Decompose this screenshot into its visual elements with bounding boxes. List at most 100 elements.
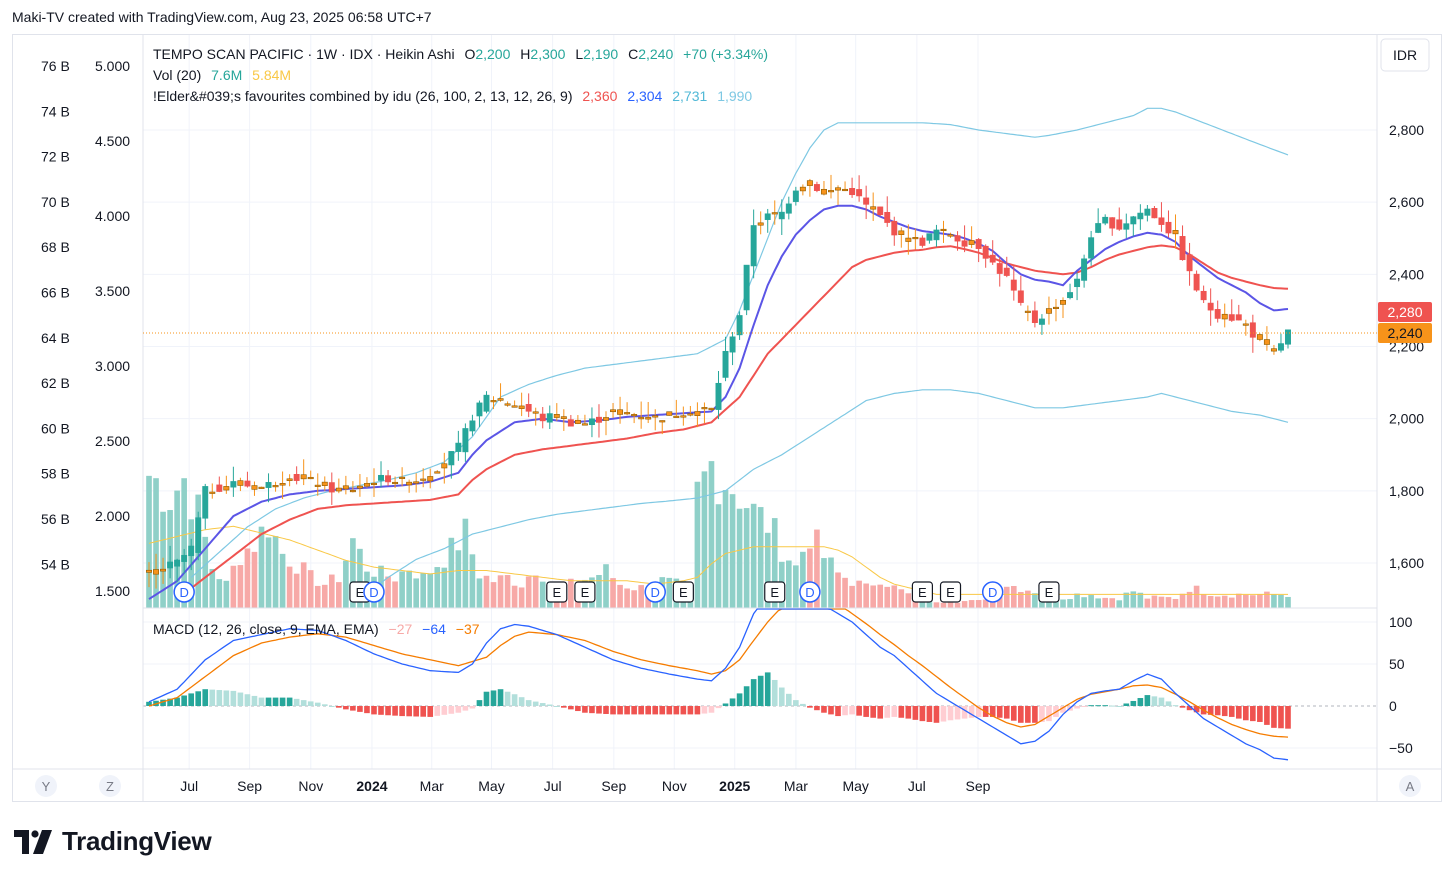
- volume-bar: [603, 564, 609, 608]
- dividend-marker: [363, 581, 385, 603]
- candle-body: [715, 382, 722, 410]
- volume-bar: [511, 585, 518, 608]
- candle-body: [729, 336, 736, 353]
- legend-change: +70 (+3.34%): [683, 46, 768, 62]
- macd-histogram-bar: [771, 679, 778, 706]
- candle-body: [244, 480, 251, 487]
- candle-body: [624, 412, 631, 415]
- macd-histogram-bar: [357, 706, 363, 712]
- volume-bar: [1264, 591, 1270, 608]
- candle-body: [1200, 290, 1207, 301]
- volume-bar: [251, 551, 258, 608]
- volume-bar: [666, 577, 673, 608]
- candle-body: [736, 315, 743, 336]
- price-badge-upper-text: 2,280: [1387, 304, 1422, 320]
- volume-bar: [863, 583, 869, 608]
- macd-histogram-bar: [975, 706, 982, 717]
- candle-body: [307, 476, 314, 480]
- tradingview-logo-text: TradingView: [62, 826, 212, 856]
- candle-body: [497, 398, 504, 401]
- macd-histogram-bar: [448, 706, 455, 714]
- macd-histogram-bar: [954, 706, 961, 720]
- macd-histogram-bar: [1193, 706, 1200, 713]
- volume-bar: [1179, 593, 1186, 608]
- volume-bar: [793, 565, 799, 608]
- legend-elder-v2: 2,304: [627, 88, 662, 104]
- macd-histogram-bar: [680, 706, 687, 715]
- candle-body: [293, 474, 300, 481]
- candle-body: [371, 482, 377, 486]
- macd-histogram-bar: [968, 706, 975, 718]
- macd-histogram-bar: [1250, 706, 1256, 722]
- volume-bar: [736, 508, 743, 608]
- candle-body: [588, 418, 595, 426]
- candle-body: [427, 476, 434, 482]
- candle-body: [645, 417, 652, 420]
- candle-body: [356, 485, 363, 489]
- volume-bar: [497, 575, 504, 608]
- volume-bar: [849, 585, 855, 608]
- volume-bar: [1186, 591, 1193, 608]
- candle-body: [1109, 217, 1116, 229]
- macd-histogram-bar: [863, 706, 869, 717]
- tradingview-logo[interactable]: TradingView: [14, 826, 212, 857]
- candle-body: [1165, 221, 1172, 234]
- volume-bar: [568, 578, 574, 608]
- legend-row-3: !Elder&#039;s favourites combined by idu…: [153, 88, 752, 104]
- macd-histogram-bar: [293, 698, 300, 706]
- price-badge-last-text: 2,240: [1387, 325, 1422, 341]
- macd-histogram-bar: [666, 706, 673, 715]
- candle-body: [877, 206, 884, 216]
- candle-body: [1277, 343, 1284, 351]
- scale-button-z[interactable]: Z: [99, 775, 121, 797]
- candle-body: [701, 407, 708, 410]
- candle-body: [539, 413, 546, 422]
- candle-body: [1053, 306, 1059, 310]
- volume-bar: [800, 551, 806, 608]
- candle-body: [912, 237, 919, 240]
- scale-button-y[interactable]: Y: [35, 775, 57, 797]
- volume-bar: [1018, 592, 1024, 608]
- macd-histogram-bar: [1257, 706, 1263, 722]
- auto-scale-button[interactable]: A: [1399, 775, 1421, 797]
- legend-macd-v2: −64: [422, 621, 446, 637]
- macd-histogram-bar: [884, 706, 891, 718]
- price-tick-label: 2,000: [1389, 411, 1424, 427]
- macd-tick-label: −50: [1389, 740, 1413, 756]
- candle-body: [314, 484, 321, 487]
- dividend-marker-label: D: [988, 585, 997, 600]
- legend-l-label: L: [575, 46, 583, 62]
- macd-histogram-bar: [399, 706, 405, 717]
- macd-histogram-bar: [961, 706, 968, 719]
- volume-bar: [1221, 595, 1228, 608]
- left-price-tick-label: 5.000: [95, 58, 130, 74]
- macd-histogram-bar: [778, 687, 785, 706]
- volume-bar: [722, 490, 729, 608]
- macd-histogram-bar: [441, 706, 448, 715]
- legend-row-2: Vol (20) 7.6M 5.84M: [153, 67, 291, 83]
- volume-bar: [743, 508, 750, 608]
- macd-histogram-bar: [687, 706, 694, 715]
- macd-histogram-bar: [561, 706, 567, 708]
- candle-body: [153, 569, 160, 575]
- volume-bar: [1200, 594, 1207, 608]
- macd-histogram-bar: [891, 706, 898, 717]
- macd-histogram-bar: [272, 697, 279, 706]
- currency-button[interactable]: IDR: [1380, 38, 1430, 72]
- macd-histogram-bar: [321, 704, 328, 706]
- candle-body: [771, 212, 778, 215]
- macd-histogram-bar: [244, 694, 251, 706]
- earnings-marker: [574, 581, 596, 603]
- candle-body: [1207, 302, 1214, 311]
- candle-body: [1024, 310, 1031, 313]
- macd-histogram-bar: [870, 706, 876, 718]
- band-upper-line: [190, 107, 1289, 578]
- candle-body: [1102, 216, 1109, 224]
- macd-histogram-bar: [532, 701, 539, 706]
- candle-body: [581, 423, 588, 426]
- volume-bar: [764, 532, 771, 608]
- candle-body: [476, 402, 483, 417]
- macd-histogram-bar: [919, 706, 926, 722]
